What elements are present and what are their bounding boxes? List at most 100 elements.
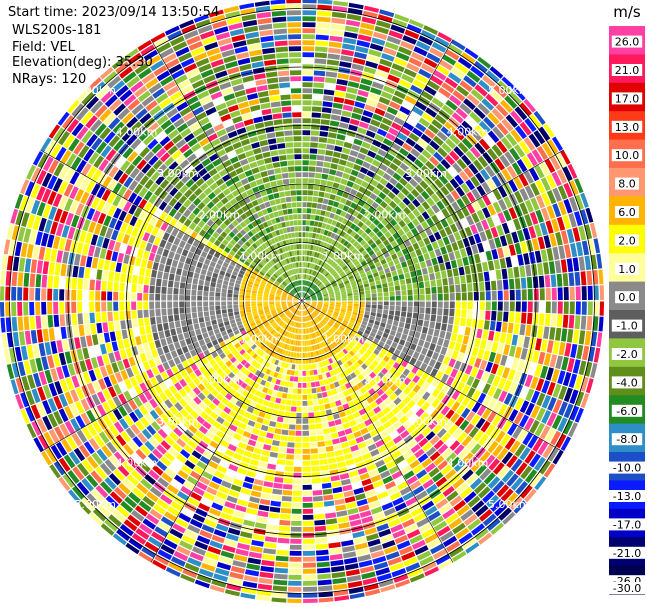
velocity-gate xyxy=(272,585,287,592)
velocity-gate xyxy=(320,228,325,235)
velocity-gate xyxy=(257,305,263,308)
velocity-gate xyxy=(513,370,522,383)
velocity-gate xyxy=(383,291,389,297)
velocity-gate xyxy=(304,304,308,309)
velocity-gate xyxy=(224,246,231,254)
velocity-gate xyxy=(450,259,458,269)
velocity-gate xyxy=(433,69,447,81)
velocity-gate xyxy=(451,350,459,360)
velocity-gate xyxy=(472,390,481,401)
velocity-gate xyxy=(333,96,345,104)
velocity-gate xyxy=(198,374,206,383)
velocity-gate xyxy=(431,378,440,387)
velocity-gate xyxy=(486,178,497,191)
velocity-gate xyxy=(323,305,329,308)
velocity-gate xyxy=(510,110,523,124)
velocity-gate xyxy=(120,369,129,381)
velocity-gate xyxy=(230,260,236,267)
velocity-gate xyxy=(496,365,505,377)
velocity-gate xyxy=(298,310,300,316)
velocity-gate xyxy=(302,496,313,502)
velocity-gate xyxy=(425,301,431,308)
velocity-gate xyxy=(353,361,361,369)
velocity-gate xyxy=(153,236,162,246)
velocity-gate xyxy=(212,421,222,430)
velocity-gate xyxy=(138,551,153,563)
velocity-gate xyxy=(529,472,543,487)
velocity-gate xyxy=(428,234,436,243)
velocity-gate xyxy=(329,194,336,201)
velocity-gate xyxy=(558,245,566,260)
velocity-gate xyxy=(99,248,107,259)
velocity-gate xyxy=(461,407,471,419)
velocity-gate xyxy=(535,407,546,422)
velocity-gate xyxy=(552,246,560,260)
velocity-gate xyxy=(157,271,163,279)
velocity-gate xyxy=(105,227,114,239)
velocity-gate xyxy=(245,354,252,361)
velocity-gate xyxy=(320,465,329,471)
velocity-gate xyxy=(193,323,200,330)
velocity-gate xyxy=(313,495,323,502)
velocity-gate xyxy=(353,430,362,438)
velocity-gate xyxy=(290,538,302,544)
velocity-gate xyxy=(269,306,275,310)
velocity-gate xyxy=(75,415,86,429)
velocity-gate xyxy=(330,432,339,439)
velocity-gate xyxy=(578,225,587,241)
velocity-gate xyxy=(234,283,241,288)
velocity-gate xyxy=(183,394,192,404)
velocity-gate xyxy=(306,274,309,280)
velocity-gate xyxy=(501,222,510,235)
velocity-gate xyxy=(506,455,518,469)
velocity-gate xyxy=(492,414,502,426)
velocity-gate xyxy=(205,551,220,561)
velocity-gate xyxy=(306,328,309,334)
velocity-gate xyxy=(570,243,578,258)
velocity-gate xyxy=(169,218,178,227)
velocity-gate xyxy=(323,347,328,353)
velocity-gate xyxy=(307,275,311,281)
velocity-gate xyxy=(444,154,456,166)
velocity-gate xyxy=(356,236,364,243)
velocity-gate xyxy=(241,586,257,595)
velocity-gate xyxy=(416,550,432,561)
velocity-gate xyxy=(168,447,179,458)
velocity-gate xyxy=(448,72,462,84)
velocity-gate xyxy=(580,271,587,286)
velocity-gate xyxy=(407,349,415,357)
velocity-gate xyxy=(544,275,551,288)
velocity-gate xyxy=(36,202,46,217)
velocity-gate xyxy=(3,239,11,255)
velocity-gate xyxy=(152,559,167,571)
velocity-gate xyxy=(453,499,467,512)
velocity-gate xyxy=(310,321,313,326)
velocity-gate xyxy=(329,426,337,433)
velocity-gate xyxy=(399,513,413,523)
velocity-gate xyxy=(560,259,568,273)
velocity-gate xyxy=(287,319,291,325)
velocity-gate xyxy=(401,234,409,242)
velocity-gate xyxy=(225,324,231,330)
velocity-gate xyxy=(319,313,324,318)
velocity-gate xyxy=(353,335,360,342)
velocity-gate xyxy=(331,207,338,214)
velocity-gate xyxy=(267,376,273,382)
velocity-gate xyxy=(168,561,184,573)
velocity-gate xyxy=(345,312,352,317)
velocity-gate xyxy=(58,477,71,492)
velocity-gate xyxy=(322,269,327,275)
velocity-gate xyxy=(29,302,35,316)
velocity-gate xyxy=(318,361,324,368)
velocity-gate xyxy=(448,340,456,350)
velocity-gate xyxy=(261,280,267,285)
velocity-gate xyxy=(563,301,569,314)
velocity-gate xyxy=(278,287,283,291)
velocity-gate xyxy=(264,394,272,401)
velocity-gate xyxy=(89,301,95,313)
velocity-gate xyxy=(325,264,331,270)
velocity-gate xyxy=(41,315,48,329)
velocity-gate xyxy=(452,268,459,277)
velocity-gate xyxy=(272,409,279,416)
velocity-gate xyxy=(288,580,302,586)
